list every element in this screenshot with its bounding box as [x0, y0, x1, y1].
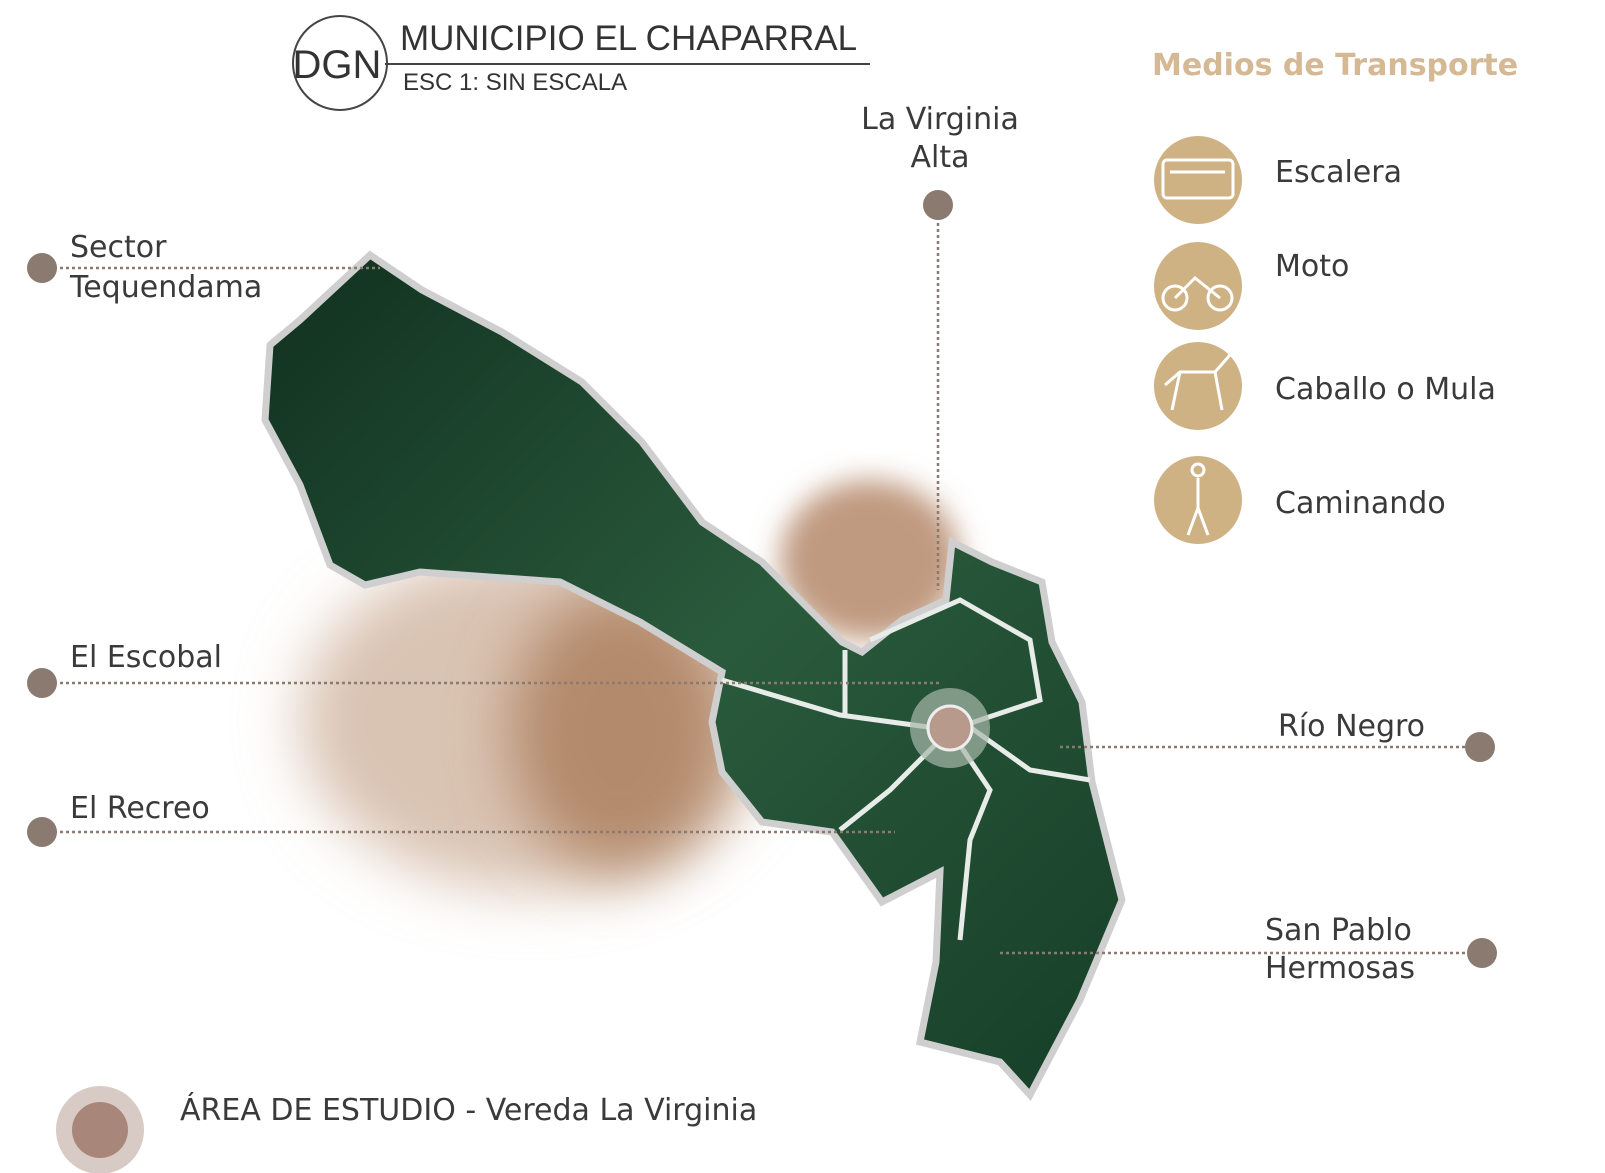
legend-title: Medios de Transporte — [1152, 48, 1518, 83]
legend-item: Moto — [1275, 249, 1349, 284]
legend-item: Caballo o Mula — [1275, 372, 1496, 407]
study-marker — [926, 704, 974, 752]
place-label: Sector — [70, 230, 167, 265]
legend-item: Escalera — [1275, 155, 1402, 190]
title: MUNICIPIO EL CHAPARRAL — [400, 19, 857, 58]
place-label: San Pablo — [1265, 913, 1412, 948]
place-label: Tequendama — [69, 270, 262, 305]
study-legend-inner — [72, 1102, 128, 1158]
place-label: Alta — [910, 140, 969, 175]
terrain-tan — [300, 480, 960, 890]
place-label: El Escobal — [70, 640, 222, 675]
scale: ESC 1: SIN ESCALA — [403, 69, 627, 96]
study-area-label: ÁREA DE ESTUDIO - Vereda La Virginia — [180, 1092, 757, 1128]
logo: DGN — [293, 43, 382, 87]
legend-item: Caminando — [1275, 486, 1446, 521]
place-label: Hermosas — [1265, 951, 1415, 986]
place-label: La Virginia — [861, 102, 1019, 137]
region — [261, 250, 1126, 1102]
place-label: Río Negro — [1278, 709, 1425, 744]
place-label: El Recreo — [70, 791, 210, 826]
legend-icons — [1154, 136, 1242, 544]
leaders — [27, 190, 1497, 968]
